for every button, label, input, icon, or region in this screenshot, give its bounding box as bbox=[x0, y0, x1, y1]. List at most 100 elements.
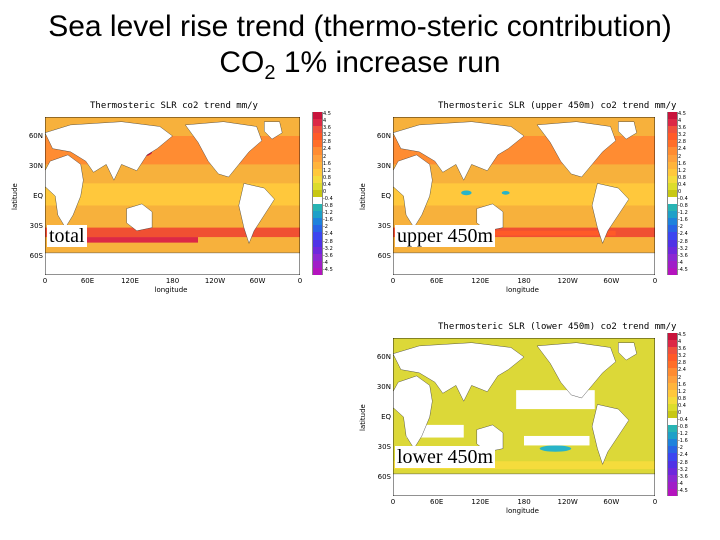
colorbar-swatch bbox=[667, 382, 678, 391]
colorbar-swatch bbox=[667, 467, 678, 476]
lat-tick-label: 30N bbox=[376, 161, 391, 170]
lat-tick-label: 30S bbox=[377, 222, 391, 231]
colorbar-tick-label: -2.4 bbox=[678, 231, 688, 238]
colorbar-tick-label: 0.4 bbox=[323, 181, 331, 188]
colorbar-tick-label: 2.4 bbox=[323, 146, 331, 153]
lat-tick-label: 30S bbox=[29, 222, 43, 231]
colorbar-tick-label: -0.8 bbox=[323, 203, 333, 210]
y-axis-label: latitude bbox=[359, 183, 367, 210]
colorbar-tick-label: -4 bbox=[678, 480, 683, 487]
colorbar-tick-label: -2.8 bbox=[678, 238, 688, 245]
colorbar-swatch bbox=[667, 439, 678, 447]
colorbar-tick-label: 0 bbox=[678, 188, 682, 195]
lat-tick-label: 60S bbox=[29, 252, 43, 261]
colorbar-swatch bbox=[667, 474, 678, 483]
colorbar-tick-label: 4.5 bbox=[678, 332, 686, 338]
lon-tick-label: 120E bbox=[471, 498, 490, 506]
lon-tick-label: 60E bbox=[80, 277, 95, 285]
panel-label-upper: upper 450m bbox=[395, 225, 496, 247]
colorbar-swatch bbox=[312, 232, 323, 241]
colorbar-swatch bbox=[312, 189, 323, 198]
colorbar-tick-label: 4.5 bbox=[678, 111, 686, 117]
colorbar-swatch bbox=[312, 239, 323, 248]
lon-tick-label: 120W bbox=[557, 277, 578, 285]
colorbar-tick-label: 2 bbox=[678, 153, 682, 160]
colorbar-tick-label: 0 bbox=[678, 409, 682, 416]
colorbar-swatch bbox=[667, 175, 678, 184]
colorbar-tick-label: 1.6 bbox=[323, 160, 331, 167]
colorbar-tick-label: -4.5 bbox=[678, 487, 688, 494]
lat-tick-label: 60S bbox=[377, 252, 391, 261]
colorbar-swatch bbox=[312, 161, 323, 170]
ocean-map-upper bbox=[393, 117, 655, 275]
map-panel-upper-450m: Thermosteric SLR (upper 450m) co2 trend … bbox=[345, 97, 690, 294]
colorbar-swatch bbox=[667, 211, 678, 219]
colorbar-tick-label: -2 bbox=[678, 445, 683, 452]
colorbar-swatch bbox=[667, 133, 678, 141]
colorbar-tick-label: -0.8 bbox=[678, 424, 688, 431]
colorbar-tick-label: 2 bbox=[323, 153, 327, 160]
lon-tick-label: 60E bbox=[429, 498, 444, 506]
colorbar-tick-label: 4.5 bbox=[323, 111, 331, 117]
lon-tick-label: 0 bbox=[390, 498, 396, 506]
colorbar-swatch bbox=[667, 260, 678, 269]
lat-tick-label: EQ bbox=[33, 192, 43, 200]
title-co2-subscript: 2 bbox=[264, 62, 276, 84]
panel-title-lower: Thermosteric SLR (lower 450m) co2 trend … bbox=[438, 322, 677, 332]
colorbar-swatch bbox=[667, 347, 678, 355]
colorbar-swatch bbox=[667, 267, 678, 276]
colorbar-swatch bbox=[312, 204, 323, 212]
colorbar-swatch bbox=[667, 333, 678, 341]
colorbar-tick-label: -2.8 bbox=[678, 459, 688, 466]
colorbar-swatch bbox=[312, 133, 323, 141]
title-run-text: 1% increase run bbox=[275, 46, 501, 79]
colorbar-tick-label: -1.6 bbox=[678, 217, 688, 224]
colorbar-swatch bbox=[667, 340, 678, 348]
lon-tick-label: 0 bbox=[297, 277, 303, 285]
lat-tick-label: 60N bbox=[28, 131, 43, 140]
colorbar-tick-label: -4 bbox=[323, 259, 328, 266]
colorbar-tick-label: 0.4 bbox=[678, 181, 686, 188]
lat-tick-label: 30S bbox=[377, 443, 391, 452]
colorbar-swatch bbox=[667, 460, 678, 469]
colorbar-tick-label: -1.2 bbox=[678, 431, 688, 438]
x-axis-label: longitude bbox=[154, 286, 188, 294]
colorbar-tick-label: 2 bbox=[678, 374, 682, 381]
colorbar-swatch bbox=[312, 112, 323, 120]
lon-tick-label: 120E bbox=[121, 277, 139, 285]
panel-label-lower: lower 450m bbox=[395, 446, 496, 468]
lat-tick-label: EQ bbox=[381, 413, 391, 421]
colorbar-swatch bbox=[667, 432, 678, 440]
colorbar-tick-label: -0.4 bbox=[678, 196, 688, 203]
colorbar-swatch bbox=[667, 161, 678, 170]
colorbar-swatch bbox=[667, 204, 678, 212]
colorbar-swatch bbox=[667, 481, 678, 490]
colorbar-swatch bbox=[667, 354, 678, 362]
x-axis-label: longitude bbox=[506, 286, 539, 294]
colorbar-tick-label: -3.2 bbox=[678, 245, 688, 252]
colorbar-tick-label: 1.6 bbox=[678, 381, 686, 388]
lon-tick-label: 0 bbox=[652, 277, 658, 285]
colorbar-swatch bbox=[667, 246, 678, 255]
lat-tick-label: EQ bbox=[381, 192, 391, 200]
ocean-map-lower bbox=[393, 338, 655, 496]
colorbar-tick-label: 3.2 bbox=[678, 353, 686, 360]
colorbar-tick-label: -2.4 bbox=[678, 452, 688, 459]
colorbar-swatch bbox=[667, 218, 678, 226]
ocean-map-total bbox=[45, 117, 300, 275]
colorbar-tick-label: -3.2 bbox=[323, 245, 333, 252]
colorbar-swatch bbox=[312, 260, 323, 269]
colorbar-swatch bbox=[667, 368, 678, 376]
lon-tick-label: 180 bbox=[517, 277, 531, 285]
colorbar-tick-label: 2.8 bbox=[678, 139, 686, 146]
colorbar-tick-label: -4.5 bbox=[678, 266, 688, 273]
colorbar-swatch bbox=[667, 112, 678, 120]
colorbar-tick-label: 2.4 bbox=[678, 146, 686, 153]
colorbar-tick-label: -2.8 bbox=[323, 238, 333, 245]
colorbar-tick-label: 2.8 bbox=[678, 360, 686, 367]
colorbar-tick-label: -3.6 bbox=[678, 252, 688, 259]
colorbar-swatch bbox=[312, 211, 323, 219]
lat-tick-label: 60N bbox=[376, 352, 391, 361]
colorbar-swatch bbox=[667, 168, 678, 177]
colorbar-tick-label: -3.6 bbox=[678, 473, 688, 480]
